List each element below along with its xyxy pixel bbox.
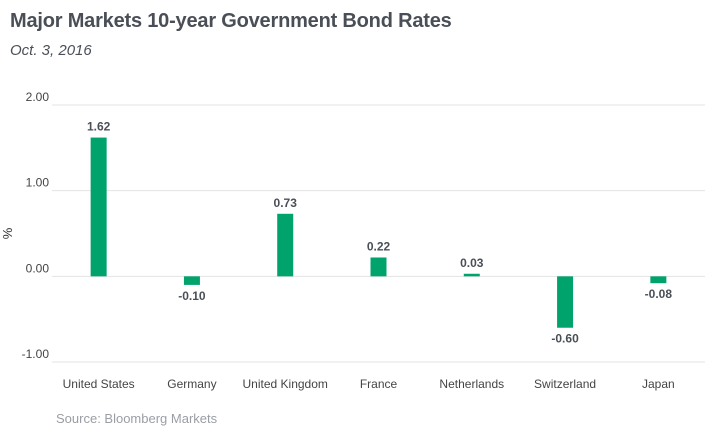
x-tick-label: United Kingdom xyxy=(243,377,328,391)
bar xyxy=(557,276,574,328)
chart-subtitle: Oct. 3, 2016 xyxy=(10,42,92,59)
bar xyxy=(183,276,200,285)
data-label: 1.62 xyxy=(87,120,111,134)
bar xyxy=(90,137,107,277)
x-tick-label: Switzerland xyxy=(534,377,596,391)
x-tick-label: Japan xyxy=(642,377,675,391)
y-tick-label: 0.00 xyxy=(26,261,50,275)
y-tick-label: 2.00 xyxy=(26,90,50,104)
bar xyxy=(277,213,294,277)
data-label: 0.03 xyxy=(460,256,484,270)
y-axis-label: % xyxy=(0,227,15,239)
x-tick-label: France xyxy=(360,377,398,391)
x-tick-label: Netherlands xyxy=(439,377,504,391)
x-tick-label: United States xyxy=(63,377,135,391)
chart-title: Major Markets 10-year Government Bond Ra… xyxy=(10,10,452,32)
y-tick-label: 1.00 xyxy=(26,176,50,190)
y-tick-label: -1.00 xyxy=(22,347,50,361)
data-label: 0.73 xyxy=(274,196,298,210)
data-label: -0.08 xyxy=(645,287,673,301)
data-label: -0.60 xyxy=(551,332,579,346)
source-note: Source: Bloomberg Markets xyxy=(56,411,218,426)
bar xyxy=(370,257,387,277)
x-tick-label: Germany xyxy=(167,377,216,391)
bar xyxy=(463,273,480,277)
bar xyxy=(650,276,667,284)
data-label: -0.10 xyxy=(178,289,206,303)
data-label: 0.22 xyxy=(367,239,391,253)
